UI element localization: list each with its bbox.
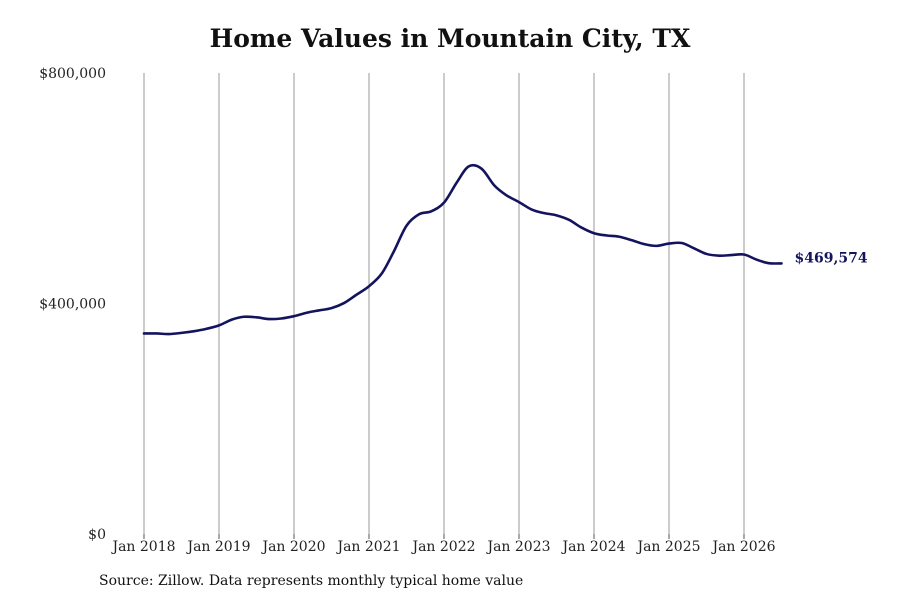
x-tick-label-8: Jan 2026 <box>710 539 775 555</box>
home-value-line <box>142 163 783 336</box>
x-tick-label-4: Jan 2022 <box>410 539 475 555</box>
x-tick-label-0: Jan 2018 <box>110 539 175 555</box>
x-tick-label-3: Jan 2021 <box>335 539 400 555</box>
y-tick-label-0: $0 <box>88 527 106 543</box>
x-tick-label-1: Jan 2019 <box>185 539 250 555</box>
x-axis-ticks: Jan 2018 Jan 2019 Jan 2020 Jan 2021 Jan 2022… <box>110 534 776 555</box>
end-value-label: $469,574 <box>795 250 868 266</box>
x-tick-label-7: Jan 2025 <box>635 539 700 555</box>
grid-lines <box>143 73 745 534</box>
chart-title: Home Values in Mountain City, TX <box>209 24 691 53</box>
y-tick-label-1: $400,000 <box>39 297 106 313</box>
source-note: Source: Zillow. Data represents monthly … <box>99 573 524 589</box>
x-tick-label-6: Jan 2024 <box>560 539 625 555</box>
x-tick-label-2: Jan 2020 <box>260 539 325 555</box>
y-axis-ticks: $0 $400,000 $800,000 <box>39 66 106 543</box>
y-tick-label-2: $800,000 <box>39 66 106 82</box>
x-tick-label-5: Jan 2023 <box>485 539 550 555</box>
